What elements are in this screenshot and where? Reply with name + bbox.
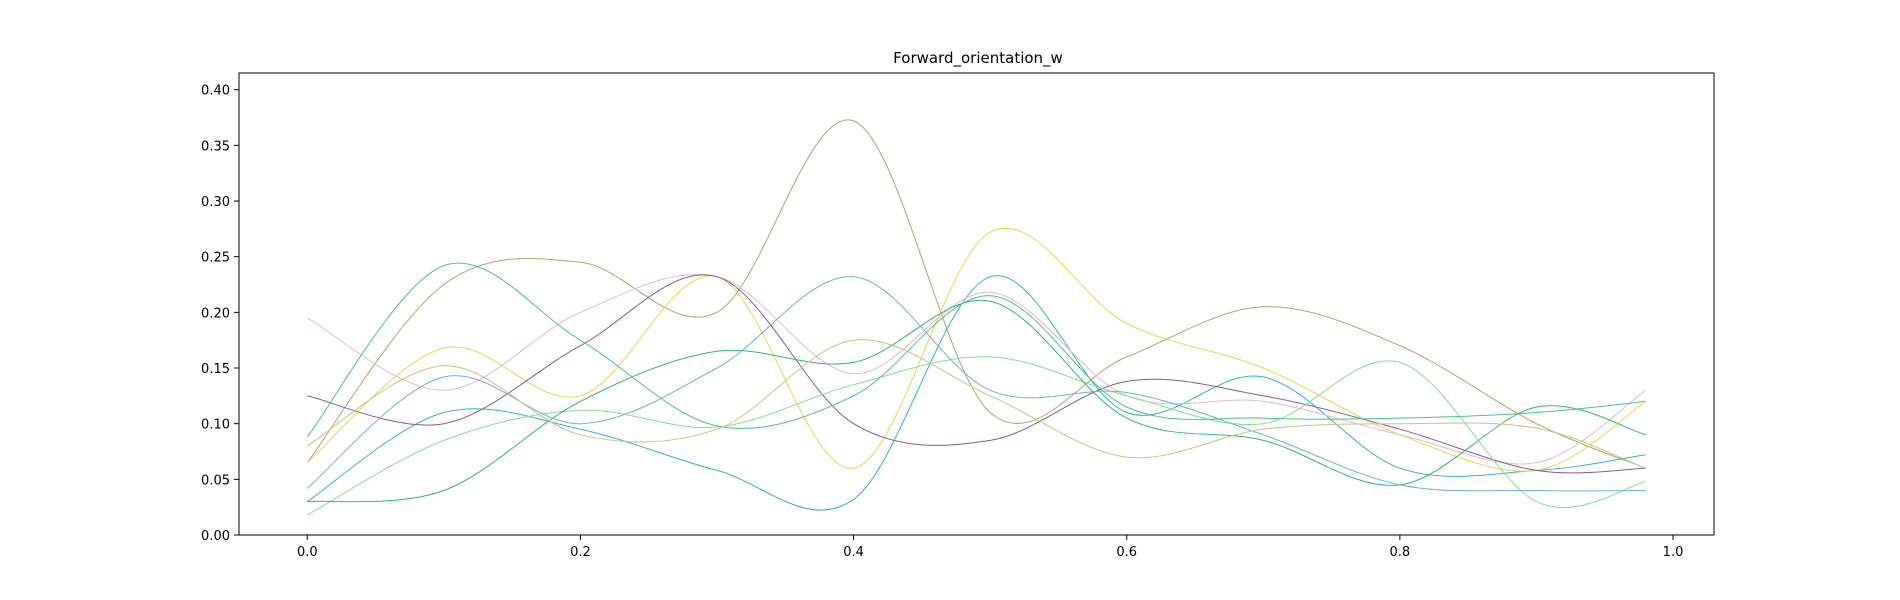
series-line-10 <box>307 339 1646 469</box>
y-tick-label: 0.35 <box>201 139 230 154</box>
series-line-5 <box>307 274 1646 474</box>
y-axis: 0.00 0.05 0.10 0.15 0.20 0.25 0.30 0.35 0.40 <box>201 84 239 544</box>
plot-frame <box>238 72 1715 536</box>
series-line-4 <box>307 273 1646 465</box>
x-axis: 0.0 0.2 0.4 0.6 0.8 1.0 <box>297 535 1683 560</box>
y-tick-label: 0.30 <box>201 195 230 210</box>
series-line-3 <box>306 227 1646 472</box>
series-line-9 <box>306 276 1646 492</box>
x-tick-label: 0.0 <box>297 545 318 560</box>
series-line-2 <box>307 275 1646 511</box>
x-tick-label: 0.6 <box>1116 545 1137 560</box>
x-tick-label: 0.8 <box>1390 545 1411 560</box>
chart-title: Forward_orientation_w <box>893 49 1063 68</box>
series-line-7 <box>307 299 1646 503</box>
y-tick-label: 0.40 <box>201 84 230 99</box>
y-tick-label: 0.05 <box>201 473 230 488</box>
y-tick-label: 0.10 <box>201 418 230 433</box>
x-tick-label: 1.0 <box>1663 545 1684 560</box>
series-line-1 <box>306 119 1646 469</box>
series-lines <box>306 119 1646 516</box>
y-tick-label: 0.25 <box>201 251 230 266</box>
y-tick-label: 0.15 <box>201 362 230 377</box>
series-line-6 <box>307 356 1646 516</box>
y-tick-label: 0.00 <box>201 529 230 544</box>
x-tick-label: 0.2 <box>570 545 591 560</box>
y-tick-label: 0.20 <box>201 306 230 321</box>
x-tick-label: 0.4 <box>843 545 864 560</box>
series-line-8 <box>306 262 1646 438</box>
